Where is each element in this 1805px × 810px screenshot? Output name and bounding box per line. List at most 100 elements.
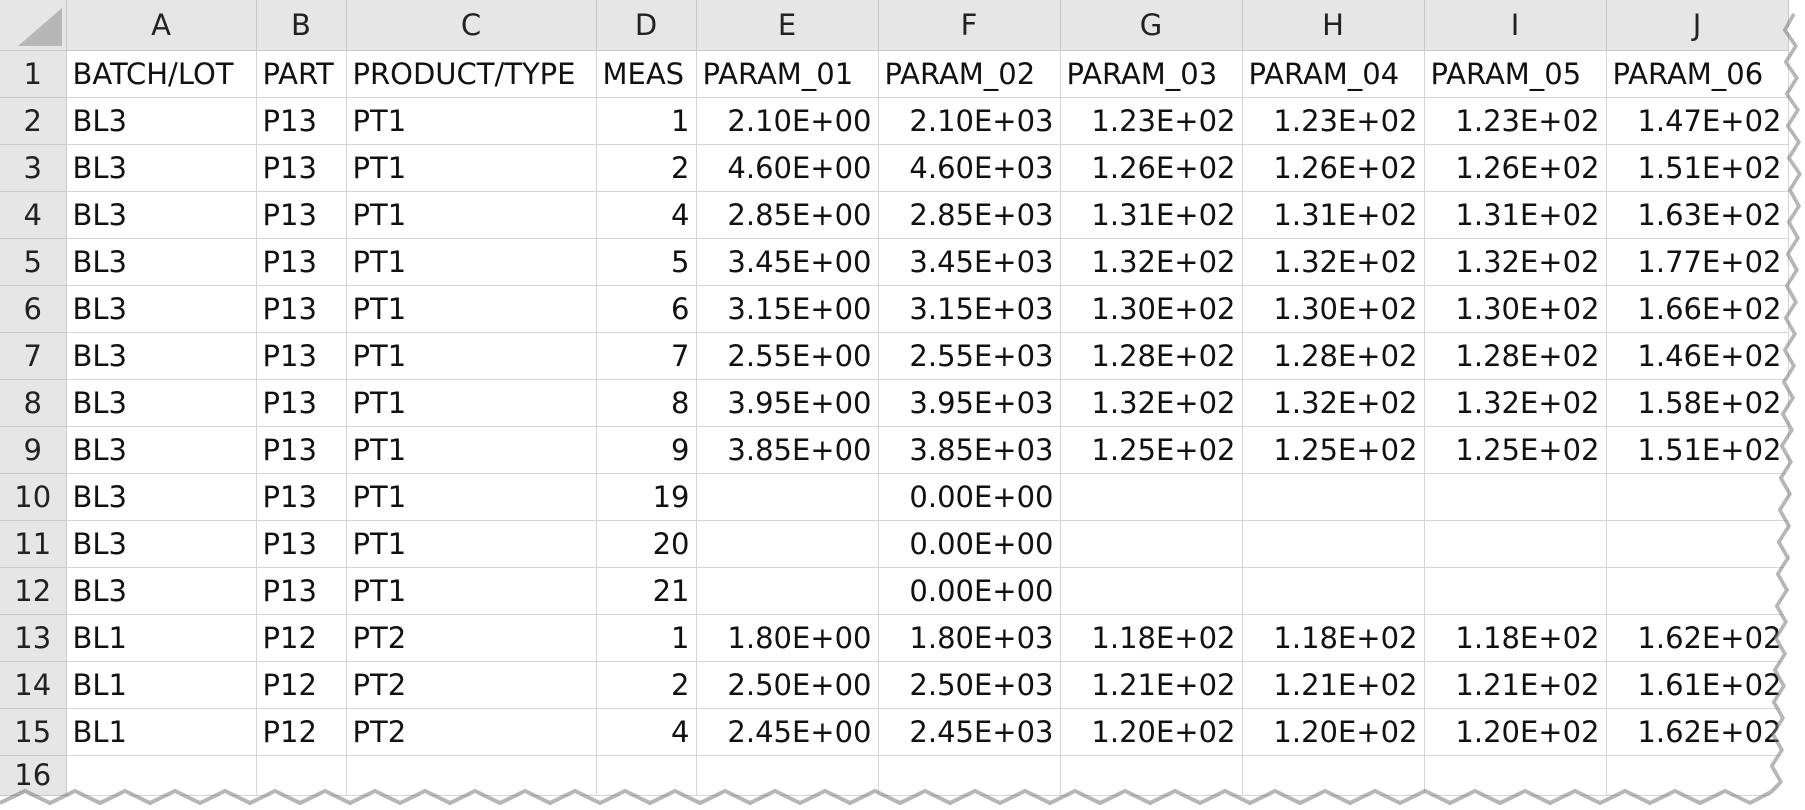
cell-e1[interactable]: PARAM_01 [696, 50, 879, 98]
column-header-b[interactable]: B [256, 0, 347, 51]
cell-a3[interactable]: BL3 [66, 144, 257, 192]
cell-i13[interactable]: 1.18E+02 [1424, 614, 1607, 662]
cell-b13[interactable]: P12 [256, 614, 347, 662]
cell-i2[interactable]: 1.23E+02 [1424, 97, 1607, 145]
cell-a12[interactable]: BL3 [66, 567, 257, 615]
cell-g16[interactable] [1060, 755, 1243, 796]
cell-a6[interactable]: BL3 [66, 285, 257, 333]
cell-g8[interactable]: 1.32E+02 [1060, 379, 1243, 427]
column-header-j[interactable]: J [1606, 0, 1789, 51]
cell-c2[interactable]: PT1 [346, 97, 597, 145]
cell-f16[interactable] [878, 755, 1061, 796]
cell-g5[interactable]: 1.32E+02 [1060, 238, 1243, 286]
column-header-g[interactable]: G [1060, 0, 1243, 51]
row-header[interactable]: 11 [0, 520, 67, 568]
cell-c5[interactable]: PT1 [346, 238, 597, 286]
cell-d9[interactable]: 9 [596, 426, 697, 474]
cell-h7[interactable]: 1.28E+02 [1242, 332, 1425, 380]
cell-i7[interactable]: 1.28E+02 [1424, 332, 1607, 380]
cell-f3[interactable]: 4.60E+03 [878, 144, 1061, 192]
cell-i14[interactable]: 1.21E+02 [1424, 661, 1607, 709]
cell-a1[interactable]: BATCH/LOT [66, 50, 257, 98]
cell-h4[interactable]: 1.31E+02 [1242, 191, 1425, 239]
select-all-button[interactable] [0, 0, 67, 51]
cell-b12[interactable]: P13 [256, 567, 347, 615]
cell-j3[interactable]: 1.51E+02 [1606, 144, 1789, 192]
cell-c9[interactable]: PT1 [346, 426, 597, 474]
cell-h9[interactable]: 1.25E+02 [1242, 426, 1425, 474]
cell-d8[interactable]: 8 [596, 379, 697, 427]
cell-c8[interactable]: PT1 [346, 379, 597, 427]
cell-c6[interactable]: PT1 [346, 285, 597, 333]
cell-g2[interactable]: 1.23E+02 [1060, 97, 1243, 145]
cell-g15[interactable]: 1.20E+02 [1060, 708, 1243, 756]
cell-c11[interactable]: PT1 [346, 520, 597, 568]
cell-f11[interactable]: 0.00E+00 [878, 520, 1061, 568]
row-header[interactable]: 15 [0, 708, 67, 756]
cell-a4[interactable]: BL3 [66, 191, 257, 239]
cell-e4[interactable]: 2.85E+00 [696, 191, 879, 239]
cell-h2[interactable]: 1.23E+02 [1242, 97, 1425, 145]
cell-e10[interactable] [696, 473, 879, 521]
cell-d2[interactable]: 1 [596, 97, 697, 145]
cell-h15[interactable]: 1.20E+02 [1242, 708, 1425, 756]
row-header[interactable]: 5 [0, 238, 67, 286]
cell-e8[interactable]: 3.95E+00 [696, 379, 879, 427]
column-header-c[interactable]: C [346, 0, 597, 51]
cell-e7[interactable]: 2.55E+00 [696, 332, 879, 380]
cell-d1[interactable]: MEAS [596, 50, 697, 98]
cell-e12[interactable] [696, 567, 879, 615]
cell-c1[interactable]: PRODUCT/TYPE [346, 50, 597, 98]
row-header[interactable]: 10 [0, 473, 67, 521]
cell-h5[interactable]: 1.32E+02 [1242, 238, 1425, 286]
row-header[interactable]: 12 [0, 567, 67, 615]
cell-b2[interactable]: P13 [256, 97, 347, 145]
cell-b8[interactable]: P13 [256, 379, 347, 427]
cell-e5[interactable]: 3.45E+00 [696, 238, 879, 286]
cell-j16[interactable] [1606, 755, 1789, 796]
row-header[interactable]: 4 [0, 191, 67, 239]
cell-e6[interactable]: 3.15E+00 [696, 285, 879, 333]
cell-j9[interactable]: 1.51E+02 [1606, 426, 1789, 474]
cell-i10[interactable] [1424, 473, 1607, 521]
cell-f9[interactable]: 3.85E+03 [878, 426, 1061, 474]
cell-c13[interactable]: PT2 [346, 614, 597, 662]
cell-a5[interactable]: BL3 [66, 238, 257, 286]
cell-h3[interactable]: 1.26E+02 [1242, 144, 1425, 192]
cell-b7[interactable]: P13 [256, 332, 347, 380]
cell-i5[interactable]: 1.32E+02 [1424, 238, 1607, 286]
cell-d10[interactable]: 19 [596, 473, 697, 521]
cell-j12[interactable] [1606, 567, 1789, 615]
cell-c10[interactable]: PT1 [346, 473, 597, 521]
cell-h10[interactable] [1242, 473, 1425, 521]
cell-i12[interactable] [1424, 567, 1607, 615]
cell-g13[interactable]: 1.18E+02 [1060, 614, 1243, 662]
cell-e15[interactable]: 2.45E+00 [696, 708, 879, 756]
cell-d13[interactable]: 1 [596, 614, 697, 662]
cell-d6[interactable]: 6 [596, 285, 697, 333]
row-header[interactable]: 16 [0, 755, 67, 796]
cell-f15[interactable]: 2.45E+03 [878, 708, 1061, 756]
cell-g9[interactable]: 1.25E+02 [1060, 426, 1243, 474]
cell-h11[interactable] [1242, 520, 1425, 568]
cell-h8[interactable]: 1.32E+02 [1242, 379, 1425, 427]
cell-j4[interactable]: 1.63E+02 [1606, 191, 1789, 239]
cell-b14[interactable]: P12 [256, 661, 347, 709]
cell-a9[interactable]: BL3 [66, 426, 257, 474]
cell-d15[interactable]: 4 [596, 708, 697, 756]
cell-e11[interactable] [696, 520, 879, 568]
cell-e2[interactable]: 2.10E+00 [696, 97, 879, 145]
cell-b6[interactable]: P13 [256, 285, 347, 333]
cell-b15[interactable]: P12 [256, 708, 347, 756]
cell-h6[interactable]: 1.30E+02 [1242, 285, 1425, 333]
cell-b9[interactable]: P13 [256, 426, 347, 474]
cell-j10[interactable] [1606, 473, 1789, 521]
column-header-a[interactable]: A [66, 0, 257, 51]
cell-d4[interactable]: 4 [596, 191, 697, 239]
cell-j11[interactable] [1606, 520, 1789, 568]
cell-f13[interactable]: 1.80E+03 [878, 614, 1061, 662]
cell-g14[interactable]: 1.21E+02 [1060, 661, 1243, 709]
cell-a13[interactable]: BL1 [66, 614, 257, 662]
cell-a7[interactable]: BL3 [66, 332, 257, 380]
cell-c12[interactable]: PT1 [346, 567, 597, 615]
